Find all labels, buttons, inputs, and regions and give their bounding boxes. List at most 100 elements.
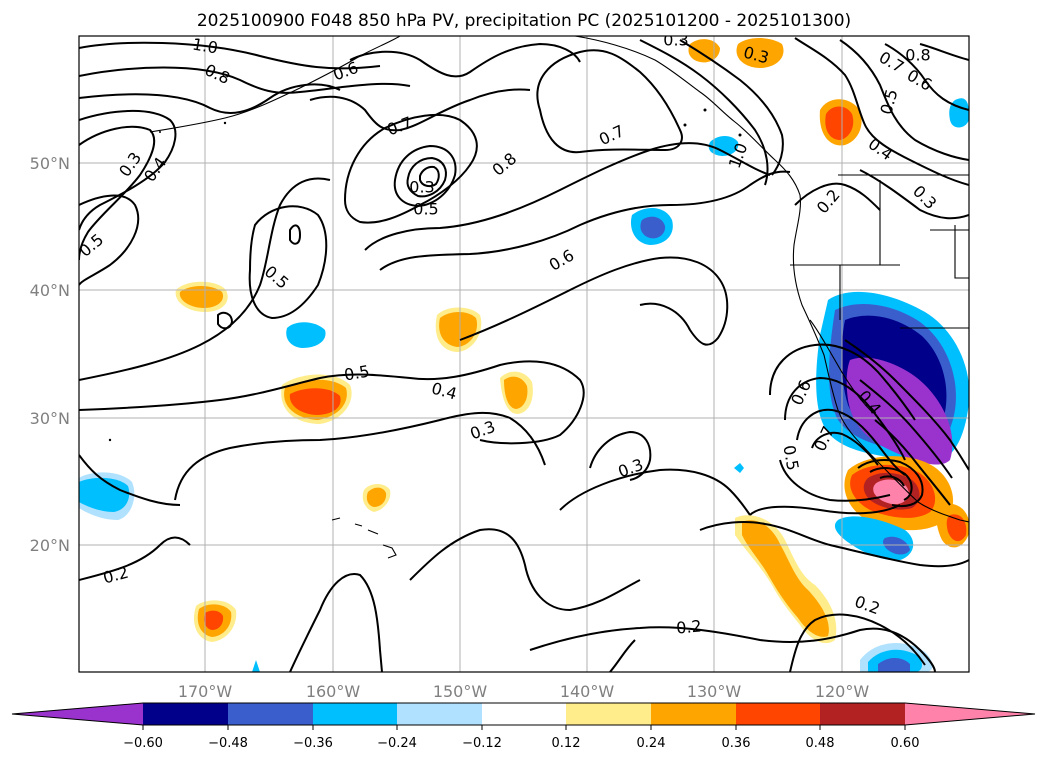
- pv-contour: [79, 536, 191, 581]
- pv-contour: [779, 459, 891, 502]
- precip-negative-region: [734, 463, 744, 473]
- precip-positive-region: [873, 479, 909, 505]
- pv-contour: [309, 88, 531, 132]
- colorbar-tick-label: −0.36: [293, 736, 333, 751]
- pv-contour: [699, 521, 969, 568]
- pv-contour: [248, 205, 328, 320]
- island: [108, 438, 112, 442]
- colorbar-segment: [397, 703, 482, 725]
- colorbar-segment: [482, 703, 566, 725]
- colorbar-tick-label: 0.12: [552, 736, 581, 751]
- chart-title: 2025100900 F048 850 hPa PV, precipitatio…: [197, 11, 851, 31]
- island: [159, 131, 161, 133]
- colorbar-tick-label: 0.48: [806, 736, 835, 751]
- pv-contour: [79, 66, 411, 94]
- colorbar-segment: [228, 703, 313, 725]
- precip-positive-region: [946, 514, 967, 542]
- pv-contour: [844, 339, 969, 471]
- pv-contour: [393, 144, 457, 208]
- pv-contour: [639, 39, 769, 186]
- pv-contour: [459, 256, 729, 346]
- colorbar-segment: [313, 703, 397, 725]
- pv-contour: [79, 454, 181, 506]
- pv-contour: [859, 169, 969, 220]
- precip-negative-region: [878, 658, 910, 672]
- pv-contour: [884, 43, 969, 111]
- precip-positive-region: [179, 286, 224, 308]
- precip-negative-region: [640, 216, 666, 239]
- pv-contour: [79, 83, 341, 114]
- contour-label: 0.2: [675, 616, 702, 637]
- lon-tick-label: 150°W: [433, 682, 488, 701]
- precip-positive-region: [742, 520, 829, 637]
- colorbar-segment: [820, 703, 905, 725]
- lat-axis-labels: 20°N 30°N 40°N 50°N: [30, 154, 70, 555]
- hawaii-islands: [331, 517, 397, 559]
- precip-positive-region: [825, 106, 854, 140]
- baja-peninsula: [809, 319, 873, 413]
- lat-tick-label: 30°N: [30, 409, 70, 428]
- pv-contour: [794, 37, 969, 186]
- pv-contour: [857, 459, 924, 508]
- colorbar-tick-label: −0.12: [462, 736, 502, 751]
- pv-contour: [796, 408, 906, 476]
- colorbar-segment: [566, 703, 651, 725]
- contour-label: 0.8: [905, 46, 930, 65]
- pv-contour: [79, 177, 331, 381]
- pv-contour: [289, 573, 383, 672]
- contour-label: 0.5: [779, 444, 802, 472]
- colorbar: −0.60 −0.48 −0.36 −0.24 −0.12 0.12 0.24 …: [11, 702, 1036, 751]
- lon-axis-labels: 170°W 160°W 150°W 140°W 130°W 120°W: [178, 682, 870, 701]
- contour-label: 1.0: [191, 34, 219, 57]
- colorbar-tick-label: −0.24: [377, 736, 417, 751]
- pv-contour: [794, 182, 881, 211]
- lon-tick-label: 160°W: [306, 682, 361, 701]
- pv-contour: [749, 504, 901, 516]
- pv-contour: [529, 626, 936, 672]
- precip-positive-region: [366, 487, 387, 507]
- lat-tick-label: 40°N: [30, 281, 70, 300]
- pv-contour: [79, 125, 156, 261]
- colorbar-segment: [651, 703, 736, 725]
- pv-contour: [609, 639, 636, 672]
- pv-contour: [79, 360, 585, 445]
- pv-contour: [379, 170, 791, 271]
- colorbar-tick-label: 0.60: [891, 736, 920, 751]
- pv-contour: [289, 224, 302, 245]
- precip-positive-region: [688, 39, 720, 63]
- coastlines: [149, 36, 969, 559]
- pv-contour: [874, 419, 951, 506]
- pv-contour: [859, 379, 953, 479]
- island-marks: [108, 108, 742, 442]
- pv-contour: [419, 165, 440, 188]
- island: [738, 133, 742, 137]
- lon-tick-label: 130°W: [687, 682, 742, 701]
- pv-contour: [789, 613, 926, 672]
- north-america-coast: [574, 36, 969, 523]
- island: [703, 108, 707, 112]
- precip-positive-region: [736, 38, 784, 68]
- lat-tick-label: 50°N: [30, 154, 70, 173]
- pv-contour: [79, 41, 381, 70]
- pv-contour: [879, 475, 905, 487]
- colorbar-extend-low: [12, 703, 143, 725]
- pv-contour: [79, 110, 177, 231]
- pv-contour: [839, 39, 969, 161]
- pv-contour: [811, 431, 879, 466]
- pv-contour: [174, 411, 546, 501]
- pv-contour: [559, 468, 751, 516]
- precip-negative-region: [79, 477, 130, 512]
- colorbar-tick-label: 0.24: [637, 736, 666, 751]
- colorbar-tick-label: −0.60: [123, 736, 163, 751]
- precip-positive-region: [504, 376, 528, 409]
- pv-contour: [217, 311, 234, 330]
- pv-contour: [349, 42, 581, 78]
- colorbar-tick-label: −0.48: [208, 736, 248, 751]
- colorbar-segment: [143, 703, 228, 725]
- pv-contour: [919, 43, 969, 61]
- pv-contour: [536, 49, 683, 154]
- colorbar-ticks: [142, 725, 906, 730]
- lat-tick-label: 20°N: [30, 536, 70, 555]
- map-panel: 1.0 0.8 0.6 0.7 0.3 0.4 0.5 0.5 0.3 0.5 …: [79, 34, 969, 672]
- pv-contour: [79, 194, 140, 286]
